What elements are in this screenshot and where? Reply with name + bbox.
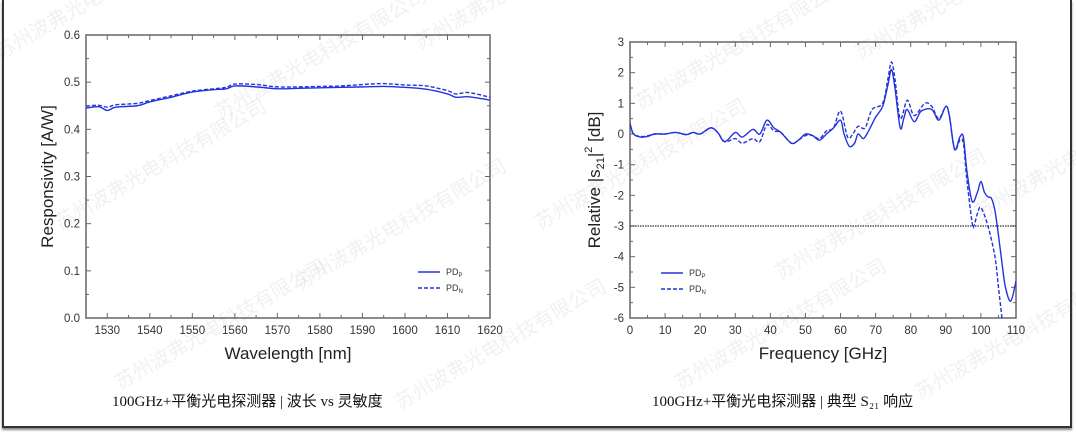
- x-tick-label: 100: [971, 325, 990, 337]
- responsivity-chart: 1530 1540 1550 1560 1570 1580 1590 1600 1610 1620…: [38, 30, 503, 363]
- x-tick-label: 1560: [222, 325, 248, 337]
- y-tick-label: 2: [618, 68, 624, 80]
- y-tick-label: 3: [618, 37, 624, 49]
- caption-right: 100GHz+平衡光电探测器 | 典型 S₂₁ 响应: [652, 394, 914, 410]
- y-tick-label: 0.6: [64, 30, 80, 42]
- x-tick-label: 70: [869, 325, 882, 337]
- series-line-pd-n: [630, 61, 1003, 318]
- x-tick-label: 0: [627, 325, 633, 337]
- y-tick-label: 0.0: [64, 313, 80, 325]
- x-tick-label: 1620: [477, 325, 503, 337]
- x-tick-label: 80: [904, 325, 917, 337]
- x-tick-label: 10: [659, 325, 672, 337]
- x-tick-label: 110: [1007, 325, 1025, 337]
- x-tick-label: 30: [729, 325, 742, 337]
- x-tick-label: 1600: [392, 325, 418, 337]
- series-line-pd-p: [630, 68, 1016, 302]
- x-tick-label: 50: [799, 325, 812, 337]
- x-tick-label: 60: [834, 325, 847, 337]
- y-tick-label: -2: [614, 190, 624, 202]
- x-axis-label: Frequency [GHz]: [759, 344, 888, 363]
- y-tick-label: 0.3: [64, 172, 80, 184]
- x-tick-label: 40: [764, 325, 777, 337]
- y-axis-label: Relative |s21|2 [dB]: [583, 112, 607, 249]
- y-axis-label: Responsivity [A/W]: [38, 105, 57, 248]
- series-line-pd-p: [86, 85, 490, 112]
- legend-label: PDN: [689, 284, 706, 296]
- x-tick-label: 1550: [180, 325, 206, 337]
- caption-left: 100GHz+平衡光电探测器 | 波长 vs 灵敏度: [112, 394, 383, 410]
- x-tick-label: 1580: [307, 325, 333, 337]
- y-tick-label: -6: [614, 313, 624, 325]
- x-axis-label: Wavelength [nm]: [225, 344, 352, 363]
- x-tick-label: 90: [939, 325, 952, 337]
- legend-label: PDN: [446, 283, 463, 295]
- x-tick-label: 1590: [350, 325, 376, 337]
- legend-label: PDP: [446, 267, 463, 279]
- x-tick-label: 20: [694, 325, 707, 337]
- series-line-pd-n: [86, 82, 490, 108]
- y-tick-label: 0.1: [64, 266, 80, 278]
- y-tick-label: 0.5: [64, 77, 80, 89]
- y-tick-label: 1: [618, 98, 624, 110]
- y-tick-label: 0: [618, 129, 624, 141]
- x-tick-label: 1570: [265, 325, 291, 337]
- y-tick-label: 0.4: [64, 124, 81, 136]
- plot-frame: [629, 41, 1017, 319]
- y-tick-label: -4: [614, 252, 625, 264]
- y-tick-label: -1: [614, 160, 624, 172]
- y-tick-label: -5: [614, 282, 624, 294]
- x-tick-label: 1610: [435, 325, 461, 337]
- y-tick-label: -3: [614, 221, 624, 233]
- y-tick-label: 0.2: [64, 219, 80, 231]
- x-tick-label: 1540: [137, 325, 163, 337]
- legend-label: PDP: [689, 268, 706, 280]
- x-tick-label: 1530: [94, 325, 120, 337]
- s21-response-chart: 0 10 20 30 40 50 60 70 80 90 100 110 -6 -5 -4 -3 -2 -1 0 1 2…: [583, 37, 1025, 363]
